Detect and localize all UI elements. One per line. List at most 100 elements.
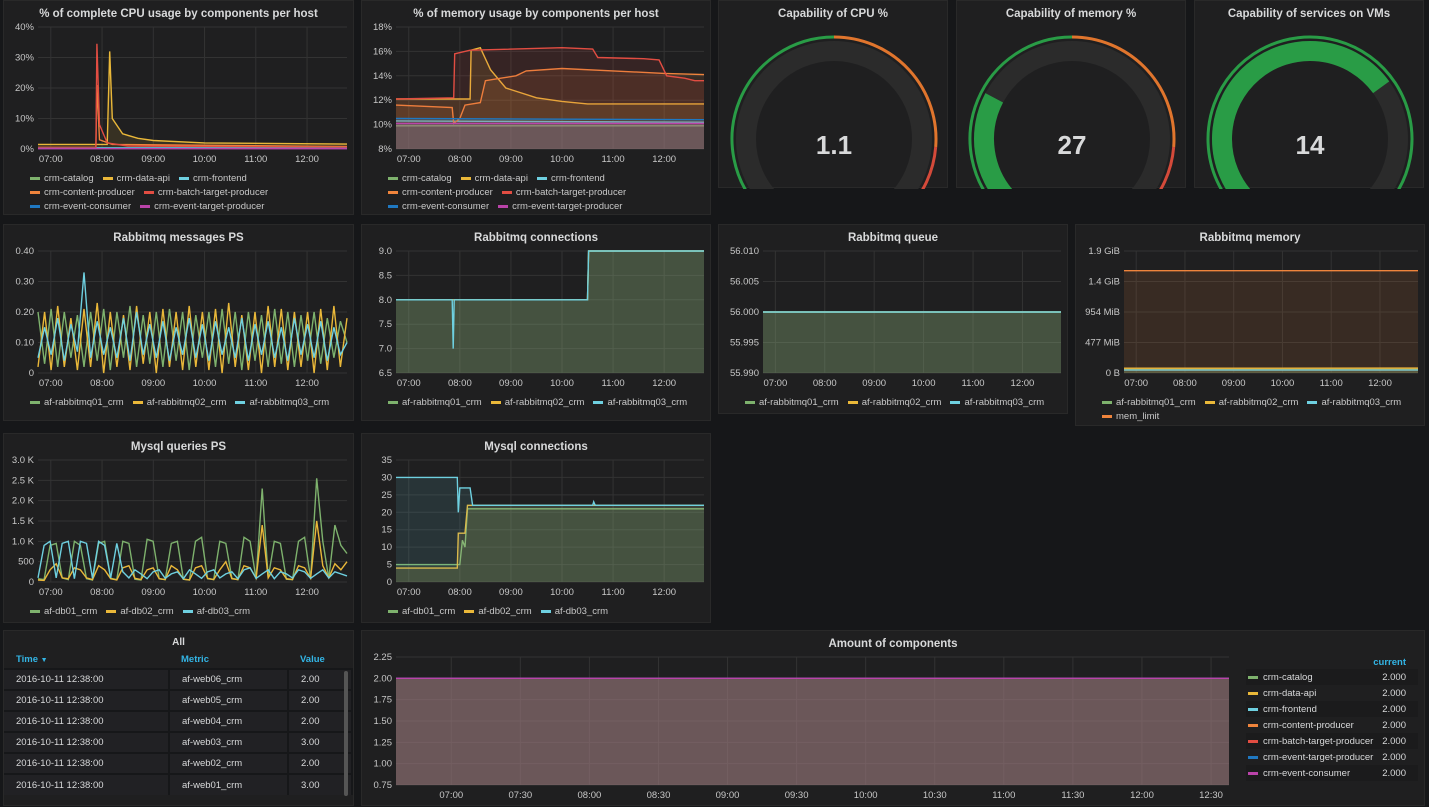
panel-title[interactable]: Rabbitmq connections [362, 225, 710, 247]
legend-label: af-rabbitmq02_crm [1219, 397, 1299, 408]
series-line-af-db01_crm[interactable] [38, 478, 347, 580]
legend-item[interactable]: mem_limit [1102, 411, 1159, 422]
x-tick-label: 07:00 [439, 790, 463, 801]
legend-item[interactable]: crm-batch-target-producer [144, 187, 268, 198]
legend-item[interactable]: crm-catalog [30, 173, 94, 184]
legend-item[interactable]: crm-content-producer [388, 187, 493, 198]
legend-item[interactable]: crm-data-api [461, 173, 528, 184]
panel-title[interactable]: % of memory usage by components per host [362, 1, 710, 23]
y-tick-label: 20% [15, 83, 35, 94]
legend-item[interactable]: af-rabbitmq02_crm [491, 397, 585, 408]
legend-item[interactable]: af-db02_crm [464, 606, 531, 617]
legend-item[interactable]: af-rabbitmq01_crm [1102, 397, 1196, 408]
legend-item[interactable]: af-rabbitmq02_crm [848, 397, 942, 408]
legend-color-swatch [103, 177, 113, 180]
legend-label: crm-event-consumer [44, 201, 131, 212]
legend-label: crm-frontend [551, 173, 605, 184]
legend-item[interactable]: af-rabbitmq03_crm [235, 397, 329, 408]
column-header-metric[interactable]: Metric [169, 651, 288, 669]
legend-item[interactable]: af-rabbitmq03_crm [950, 397, 1044, 408]
panel-title[interactable]: Amount of components [362, 631, 1424, 653]
legend-label: af-rabbitmq02_crm [862, 397, 942, 408]
legend-color-swatch [537, 177, 547, 180]
legend-item[interactable]: af-db03_crm [183, 606, 250, 617]
column-header-value[interactable]: Value [288, 651, 352, 669]
y-tick-label: 0.10 [16, 338, 35, 349]
x-tick-label: 07:00 [397, 154, 421, 165]
legend-color-swatch [541, 610, 551, 613]
x-tick-label: 08:00 [90, 587, 114, 598]
y-tick-label: 0.75 [374, 780, 393, 791]
legend-item[interactable]: crm-frontend [537, 173, 605, 184]
panel-title[interactable]: % of complete CPU usage by components pe… [4, 1, 353, 23]
legend-item[interactable]: crm-event-target-producer [140, 201, 264, 212]
legend-item[interactable]: af-db01_crm [30, 606, 97, 617]
legend-item[interactable]: crm-catalog [388, 173, 452, 184]
legend-item[interactable]: crm-event-consumer [30, 201, 131, 212]
legend-item[interactable]: af-rabbitmq01_crm [30, 397, 124, 408]
legend-color-swatch [1248, 692, 1258, 695]
legend-label: crm-batch-target-producer [1263, 736, 1382, 747]
column-header-time[interactable]: Time ▼ [4, 651, 169, 669]
series-line-crm-content-producer[interactable] [38, 85, 347, 148]
x-tick-label: 12:00 [652, 587, 676, 598]
legend-item[interactable]: af-db02_crm [106, 606, 173, 617]
y-tick-label: 0.30 [16, 277, 35, 288]
legend-header-current[interactable]: current [1246, 655, 1418, 669]
table-scrollbar[interactable] [344, 671, 348, 796]
legend-item[interactable]: af-db01_crm [388, 606, 455, 617]
legend-item[interactable]: af-rabbitmq01_crm [745, 397, 839, 408]
panel-title[interactable]: Rabbitmq messages PS [4, 225, 353, 247]
x-tick-label: 11:00 [244, 154, 267, 165]
x-tick-label: 08:00 [578, 790, 602, 801]
series-line-crm-batch-target-producer[interactable] [38, 44, 347, 148]
legend-item[interactable]: af-rabbitmq02_crm [1205, 397, 1299, 408]
legend-item[interactable]: crm-batch-target-producer [502, 187, 626, 198]
x-tick-label: 11:00 [1320, 378, 1343, 389]
gauge-value-fill [1222, 51, 1381, 189]
legend-color-swatch [30, 610, 40, 613]
panel-title[interactable]: Rabbitmq memory [1076, 225, 1424, 247]
legend-item[interactable]: crm-content-producer [30, 187, 135, 198]
legend-item[interactable]: crm-data-api [103, 173, 170, 184]
x-tick-label: 07:00 [397, 378, 421, 389]
legend-item[interactable]: af-rabbitmq03_crm [1307, 397, 1401, 408]
panel-title[interactable]: Mysql connections [362, 434, 710, 456]
legend-item[interactable]: crm-frontend [179, 173, 247, 184]
legend-item[interactable]: af-rabbitmq02_crm [133, 397, 227, 408]
panel-title[interactable]: All [4, 631, 353, 651]
gauge: 14 [1195, 1, 1425, 189]
series-line-crm-data-api[interactable] [38, 51, 347, 144]
legend-item[interactable]: af-rabbitmq01_crm [388, 397, 482, 408]
x-tick-label: 07:00 [763, 378, 787, 389]
legend-item[interactable]: af-rabbitmq03_crm [593, 397, 687, 408]
panel-title[interactable]: Rabbitmq queue [719, 225, 1067, 247]
legend-item[interactable]: crm-event-consumer [388, 201, 489, 212]
panel-title[interactable]: Mysql queries PS [4, 434, 353, 456]
legend-item[interactable]: af-db03_crm [541, 606, 608, 617]
legend-item[interactable]: crm-event-target-producer [498, 201, 622, 212]
